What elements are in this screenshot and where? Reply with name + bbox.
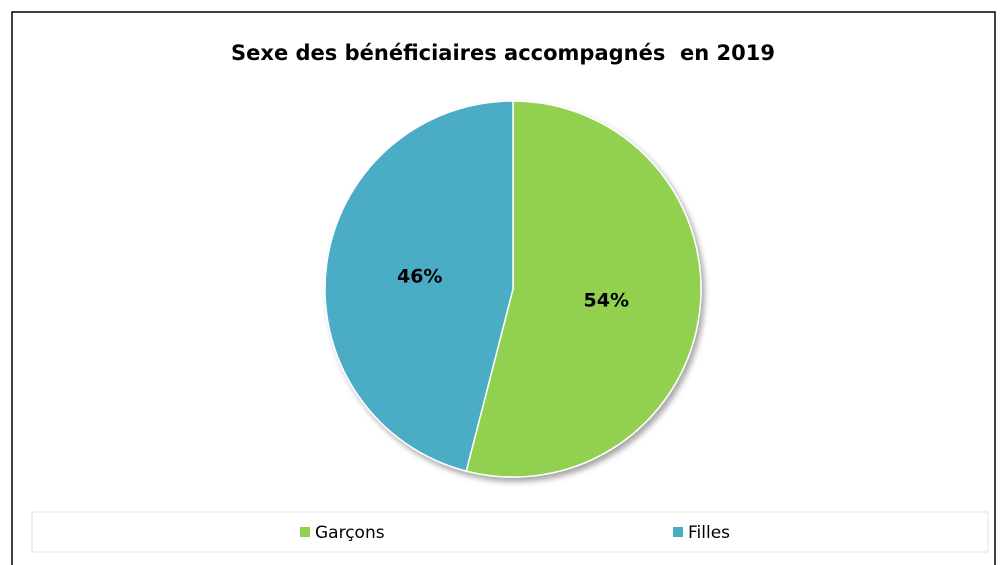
legend-box bbox=[31, 511, 989, 553]
pie bbox=[324, 100, 702, 478]
legend-swatch bbox=[673, 527, 683, 537]
legend-swatch bbox=[300, 527, 310, 537]
pie-slice bbox=[324, 100, 514, 473]
pie-slice bbox=[465, 100, 702, 478]
legend-label: Garçons bbox=[315, 523, 385, 543]
data-label: 54% bbox=[584, 289, 629, 311]
data-label: 46% bbox=[397, 266, 442, 288]
legend-label: Filles bbox=[688, 523, 730, 543]
chart-title: Sexe des bénéficiaires accompagnés en 20… bbox=[231, 41, 775, 65]
